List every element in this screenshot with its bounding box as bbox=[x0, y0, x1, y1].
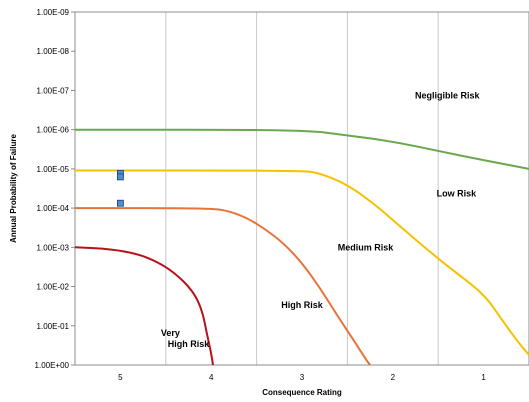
risk-zone-label: Negligible Risk bbox=[415, 90, 481, 100]
y-axis-title: Annual Probability of Failure bbox=[9, 134, 18, 243]
x-tick-label: 1 bbox=[481, 373, 486, 382]
x-tick-label: 3 bbox=[300, 373, 305, 382]
data-point-marker bbox=[117, 173, 124, 181]
y-tick-label: 1.00E-03 bbox=[37, 243, 70, 252]
series-line-4 bbox=[74, 246, 214, 366]
grid bbox=[165, 12, 439, 365]
y-tick-label: 1.00E-02 bbox=[37, 283, 70, 292]
series-line-2 bbox=[75, 169, 529, 356]
x-axis-title: Consequence Rating bbox=[262, 388, 342, 397]
y-tick-label: 1.00E-09 bbox=[37, 8, 70, 17]
data-markers bbox=[117, 169, 124, 207]
x-tick-label: 4 bbox=[209, 373, 214, 382]
y-tick-label: 1.00E-08 bbox=[37, 47, 70, 56]
data-point-marker bbox=[117, 199, 124, 207]
risk-zone-label: High Risk bbox=[168, 339, 211, 349]
risk-zone-label: Low Risk bbox=[437, 188, 478, 198]
x-tick-label: 5 bbox=[118, 373, 123, 382]
y-tick-label: 1.00E+00 bbox=[35, 361, 70, 370]
tick-labels: 1.00E-09 1.00E-08 1.00E-07 1.00E-06 1.00E-05… bbox=[35, 8, 487, 382]
x-tick-label: 2 bbox=[391, 373, 396, 382]
y-tick-label: 1.00E-07 bbox=[37, 86, 70, 95]
series-line-3 bbox=[75, 207, 371, 366]
y-tick-label: 1.00E-06 bbox=[37, 126, 70, 135]
risk-zone-label: Very bbox=[161, 328, 180, 338]
y-tick-label: 1.00E-04 bbox=[37, 204, 70, 213]
series-lines bbox=[74, 128, 529, 366]
risk-zone-label: High Risk bbox=[281, 300, 324, 310]
plot-frame bbox=[74, 11, 529, 366]
y-tick-label: 1.00E-01 bbox=[37, 322, 70, 331]
risk-zone-label: Medium Risk bbox=[338, 242, 395, 252]
zone-labels: Negligible Risk Low Risk Medium Risk High R… bbox=[161, 90, 481, 349]
y-tick-label: 1.00E-05 bbox=[37, 165, 70, 174]
series-line-1 bbox=[75, 128, 529, 170]
